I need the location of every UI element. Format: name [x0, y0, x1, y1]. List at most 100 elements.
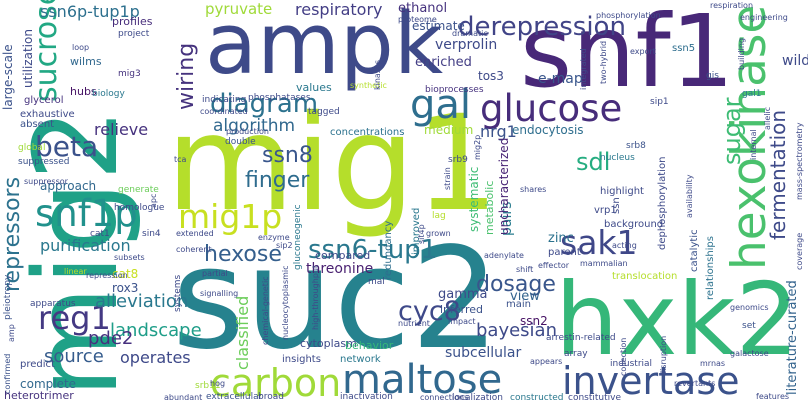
- word-genomics: genomics: [730, 303, 769, 312]
- word-cytoplasm: cytoplasm: [300, 337, 357, 350]
- word-redundancy: redundancy: [383, 220, 394, 280]
- word-endocytosis: endocytosis: [512, 123, 584, 137]
- word-main: main: [506, 299, 531, 310]
- word-chemical-genetic: chemical-genetic: [261, 276, 270, 345]
- word-srb8: srb8: [626, 141, 646, 151]
- word-relationships: relationships: [705, 236, 716, 300]
- word-mig1: mig1: [166, 87, 500, 241]
- word-pyruvate: pyruvate: [205, 0, 273, 18]
- word-biology: biology: [92, 89, 125, 99]
- word-linear: linear: [64, 267, 87, 276]
- word-gamma: gamma: [438, 287, 488, 302]
- word-gal: gal: [410, 82, 472, 128]
- word-pde2: pde2: [88, 328, 134, 349]
- word-gluconeogenic: gluconeogenic: [293, 204, 303, 270]
- word-gis: gis: [706, 71, 719, 81]
- word-bioprocesses: bioprocesses: [425, 85, 484, 95]
- word-integrated: integrated: [579, 48, 588, 90]
- word-set: set: [742, 321, 756, 331]
- word-sip2: sip2: [276, 241, 293, 250]
- word-utilization: utilization: [21, 29, 35, 88]
- word-highlight: highlight: [600, 186, 644, 197]
- word-sin4: sin4: [142, 229, 161, 239]
- word-cyc8: cyc8: [398, 296, 461, 327]
- word-generate: generate: [118, 185, 159, 195]
- word-uncharacterized: uncharacterized: [497, 137, 511, 235]
- word-hexose: hexose: [204, 242, 282, 267]
- word-values: values: [296, 81, 332, 94]
- word-constitutive: constitutive: [568, 393, 622, 403]
- word-adenylate: adenylate: [484, 251, 524, 260]
- word-double: double: [225, 137, 256, 147]
- word-srb9: srb9: [448, 155, 468, 165]
- word-strain: strain: [443, 167, 452, 190]
- word-project: project: [118, 29, 150, 39]
- word-constructed: constructed: [510, 393, 564, 403]
- word-zinc: zinc: [548, 231, 574, 246]
- word-inferred: inferred: [440, 303, 484, 316]
- word-predict: predict: [20, 359, 55, 370]
- word-loop: loop: [72, 43, 90, 52]
- word-hxk2: hxk2: [555, 261, 800, 378]
- word-availability: availability: [685, 174, 694, 218]
- word-snf1: snf1: [520, 0, 735, 110]
- word-homologue: homologue: [114, 203, 165, 213]
- word-inactivation: inactivation: [340, 392, 393, 402]
- word-operates: operates: [120, 348, 191, 367]
- word-finger: finger: [245, 168, 310, 193]
- word-internal: internal: [749, 129, 758, 160]
- word-enzyme: enzyme: [258, 233, 290, 242]
- word-sugar: sugar: [718, 97, 746, 165]
- word-mrnas: mrnas: [700, 359, 726, 368]
- word-cat1: cat1: [90, 229, 110, 239]
- word-nrg1: nrg1: [480, 122, 517, 141]
- word-arrestin-related: arrestin-related: [546, 333, 616, 343]
- word-classified: classified: [233, 295, 252, 370]
- word-mig2p: mig2p: [473, 134, 482, 160]
- word-mal: mal: [368, 277, 385, 287]
- word-exhaustive: exhaustive: [20, 109, 75, 120]
- word-parent: parent: [548, 247, 581, 258]
- word-global: global: [18, 143, 46, 153]
- word-production: production: [226, 127, 269, 136]
- word-synthetic: synthetic: [350, 81, 387, 90]
- word-abundant: abundant: [164, 393, 203, 402]
- word-landscape: landscape: [110, 320, 202, 341]
- word-beta: beta: [35, 130, 99, 163]
- word-suppressor: suppressor: [24, 177, 68, 186]
- word-tagged: tagged: [308, 107, 340, 117]
- word-systematic: systematic: [467, 166, 481, 232]
- word-glucose: glucose: [480, 87, 623, 130]
- word-rox3: rox3: [112, 281, 139, 295]
- word-industrial: industrial: [610, 359, 653, 369]
- word-sit4p: sit4p: [417, 224, 426, 244]
- word-mass-spectrometry: mass-spectrometry: [795, 122, 804, 200]
- word-kinases: kinases: [373, 59, 382, 90]
- word-purification: purification: [40, 236, 131, 255]
- word-metabolic: metabolic: [483, 180, 496, 235]
- word-hubs: hubs: [70, 85, 97, 98]
- word-algorithm: algorithm: [213, 116, 296, 136]
- word-subsets: subsets: [114, 253, 145, 262]
- word-sak1: sak1: [560, 223, 638, 262]
- word-approach: approach: [40, 179, 97, 193]
- word-view: view: [510, 289, 540, 304]
- word-dephosphorylation: dephosphorylation: [657, 156, 668, 250]
- word-ampk: ampk: [205, 0, 444, 94]
- word-acting: acting: [612, 241, 637, 250]
- word-ethanol: ethanol: [398, 1, 448, 16]
- word-collection: collection: [619, 337, 628, 376]
- word-lag: lag: [432, 211, 446, 221]
- word-medium: medium: [424, 123, 474, 137]
- word-insights: insights: [282, 354, 321, 365]
- word-revertants: revertants: [674, 379, 716, 388]
- word-coherent: coherent: [176, 245, 212, 254]
- word-relieve: relieve: [94, 120, 149, 139]
- word-mammalian: mammalian: [580, 259, 628, 268]
- word-bayesian: bayesian: [476, 320, 557, 341]
- word-gal1: gal1: [742, 89, 762, 99]
- word-mig1p: mig1p: [178, 197, 283, 236]
- word-coordinated: coordinated: [200, 107, 248, 116]
- word-profiles: profiles: [112, 15, 153, 28]
